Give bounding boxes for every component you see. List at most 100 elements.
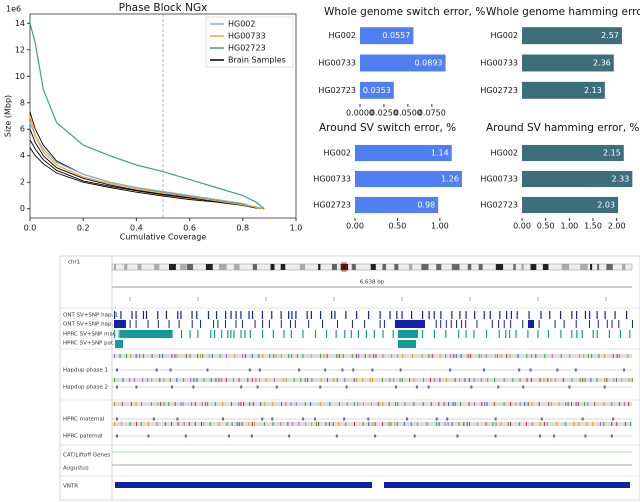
mismatch <box>280 422 282 426</box>
variant <box>142 311 145 319</box>
mismatch <box>194 422 196 426</box>
mismatch <box>413 378 415 382</box>
variant <box>392 330 394 338</box>
mismatch <box>579 378 581 382</box>
ideogram-band <box>580 264 588 270</box>
variant <box>408 320 410 328</box>
variant <box>177 311 179 319</box>
mismatch <box>135 402 137 406</box>
mismatch <box>485 354 487 358</box>
mismatch <box>464 378 466 382</box>
mismatch <box>439 354 441 358</box>
x-tick-label: 0.0 <box>24 224 37 233</box>
read-mark <box>427 385 430 389</box>
mismatch <box>273 378 275 382</box>
mismatch <box>531 402 533 406</box>
variant <box>592 330 594 338</box>
variant <box>302 330 304 338</box>
read-mark <box>314 417 317 421</box>
mismatch <box>254 422 256 426</box>
track-label: ONT SV+SNP hap. 1 <box>63 313 118 319</box>
variant <box>143 330 145 338</box>
ideogram-band <box>270 264 275 270</box>
mismatch <box>231 422 233 426</box>
mismatch <box>611 422 613 426</box>
value-label: 2.13 <box>584 86 602 95</box>
mismatch <box>519 402 521 406</box>
legend-label: HG002 <box>228 20 255 29</box>
mismatch <box>298 422 300 426</box>
mismatch <box>390 422 392 426</box>
mismatch <box>613 378 615 382</box>
mismatch <box>564 422 566 426</box>
read-mark <box>446 417 449 421</box>
variant <box>249 330 251 338</box>
mismatch <box>121 422 123 426</box>
y-tick-label: 0 <box>20 204 25 213</box>
mismatch <box>344 378 346 382</box>
mismatch <box>539 378 541 382</box>
mismatch <box>272 422 274 426</box>
ideogram-band <box>351 264 356 270</box>
read-mark <box>261 417 264 421</box>
value-label: 2.15 <box>603 149 621 158</box>
mismatch <box>156 422 158 426</box>
mismatch <box>255 378 257 382</box>
mismatch <box>242 354 244 358</box>
mismatch <box>342 354 344 358</box>
variant <box>576 311 578 319</box>
read-mark <box>169 368 172 372</box>
variant <box>483 311 485 319</box>
read-mark <box>574 368 577 372</box>
read-mark <box>288 434 291 438</box>
variant <box>576 330 578 338</box>
mismatch <box>234 354 236 358</box>
read-mark <box>152 417 155 421</box>
variant <box>330 311 333 319</box>
variant <box>157 311 159 319</box>
ideogram-band <box>394 264 399 270</box>
variant <box>433 330 435 338</box>
mismatch <box>451 422 453 426</box>
mismatch <box>616 354 618 358</box>
mismatch <box>596 378 598 382</box>
ideogram-band <box>318 264 321 270</box>
variant <box>575 320 577 328</box>
x-tick-label: 0.0250 <box>370 109 398 118</box>
mismatch <box>142 378 144 382</box>
ideogram-band <box>331 264 338 270</box>
read-mark <box>176 417 179 421</box>
read-mark <box>406 417 409 421</box>
mismatch <box>150 402 152 406</box>
read-mark <box>116 417 118 421</box>
mismatch <box>519 378 521 382</box>
read-mark <box>256 385 259 389</box>
mismatch <box>460 402 462 406</box>
read-track <box>112 378 632 382</box>
mismatch <box>535 354 537 358</box>
ideogram-band <box>478 264 483 270</box>
read-mark <box>395 385 398 389</box>
mismatch <box>139 354 141 358</box>
read-mark <box>275 385 278 389</box>
span-label: 6,638 bp <box>360 280 385 286</box>
read-mark <box>324 368 327 372</box>
mismatch <box>219 354 221 358</box>
mismatch <box>524 402 526 406</box>
variant <box>373 330 375 338</box>
mismatch <box>621 378 623 382</box>
mismatch <box>467 354 469 358</box>
read-mark <box>319 385 322 389</box>
mismatch <box>571 378 573 382</box>
variant <box>322 320 324 328</box>
mismatch <box>381 422 383 426</box>
mismatch <box>421 354 423 358</box>
mismatch <box>578 354 580 358</box>
mismatch <box>454 378 456 382</box>
variant <box>629 330 631 338</box>
value-label: 2.03 <box>597 201 615 210</box>
variant <box>118 330 120 338</box>
variant <box>364 320 366 328</box>
variant <box>584 311 587 319</box>
mismatch <box>247 378 249 382</box>
